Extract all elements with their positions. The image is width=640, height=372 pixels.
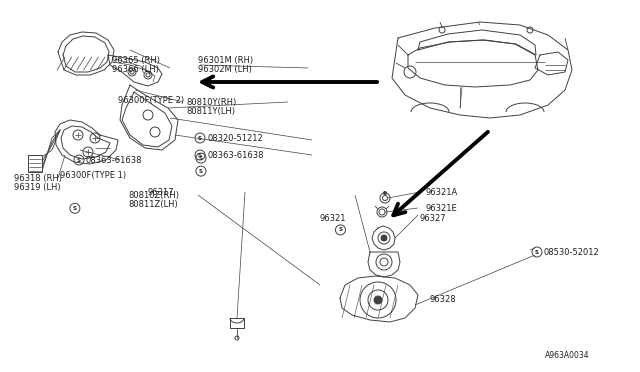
Text: 08320-51212: 08320-51212 — [207, 134, 263, 142]
Text: S: S — [198, 135, 202, 141]
Text: 96321A: 96321A — [425, 187, 457, 196]
Text: 96328: 96328 — [430, 295, 456, 305]
Circle shape — [381, 235, 387, 241]
Text: 96321E: 96321E — [425, 203, 457, 212]
Text: S: S — [339, 227, 342, 232]
Text: 08363-61638: 08363-61638 — [207, 151, 264, 160]
Text: 80810Z(RH): 80810Z(RH) — [128, 190, 179, 199]
Text: 08530-52012: 08530-52012 — [543, 247, 599, 257]
Text: 80810Y(RH): 80810Y(RH) — [186, 97, 236, 106]
Text: 96302M (LH): 96302M (LH) — [198, 64, 252, 74]
Circle shape — [374, 296, 382, 304]
Text: 96319 (LH): 96319 (LH) — [14, 183, 61, 192]
Text: 96366 (LH): 96366 (LH) — [112, 64, 159, 74]
Text: S: S — [198, 153, 202, 157]
Text: 96327: 96327 — [420, 214, 447, 222]
Text: S: S — [199, 169, 203, 174]
Text: 96317: 96317 — [148, 187, 175, 196]
Text: S: S — [73, 206, 77, 211]
Text: 96301M (RH): 96301M (RH) — [198, 55, 253, 64]
Text: 96365 (RH): 96365 (RH) — [112, 55, 160, 64]
Text: 08363-61638: 08363-61638 — [85, 155, 141, 164]
Text: A963A0034: A963A0034 — [545, 352, 589, 360]
Text: 96300F(TYPE 2): 96300F(TYPE 2) — [118, 96, 184, 105]
Text: S: S — [77, 157, 81, 163]
Text: S: S — [199, 155, 203, 161]
Text: 80811Y(LH): 80811Y(LH) — [186, 106, 235, 115]
Text: 96321: 96321 — [320, 214, 346, 222]
Text: 80811Z(LH): 80811Z(LH) — [128, 199, 178, 208]
Text: 96300F(TYPE 1): 96300F(TYPE 1) — [60, 170, 126, 180]
Circle shape — [383, 192, 387, 195]
Text: 96318 (RH): 96318 (RH) — [14, 173, 62, 183]
Text: S: S — [535, 250, 539, 254]
